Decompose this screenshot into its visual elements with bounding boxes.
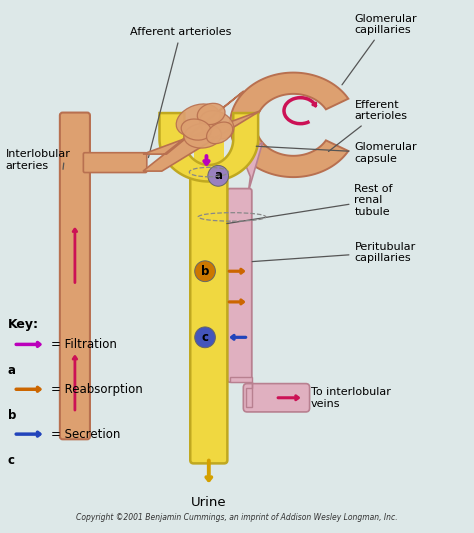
FancyBboxPatch shape xyxy=(83,153,147,173)
Text: c: c xyxy=(8,454,15,467)
Text: c: c xyxy=(201,331,209,344)
Text: = Reabsorption: = Reabsorption xyxy=(51,383,143,396)
Ellipse shape xyxy=(184,123,221,148)
Text: a: a xyxy=(8,364,16,377)
FancyBboxPatch shape xyxy=(60,112,90,439)
Ellipse shape xyxy=(181,119,211,140)
Polygon shape xyxy=(241,143,263,191)
Text: Glomerular
capillaries: Glomerular capillaries xyxy=(342,13,417,85)
FancyBboxPatch shape xyxy=(228,189,252,382)
Text: Key:: Key: xyxy=(8,318,39,332)
Text: Peritubular
capillaries: Peritubular capillaries xyxy=(252,241,416,263)
Circle shape xyxy=(195,261,215,281)
Text: b: b xyxy=(8,409,16,422)
Ellipse shape xyxy=(200,111,234,139)
Text: Interlobular
arteries: Interlobular arteries xyxy=(6,149,71,171)
Text: b: b xyxy=(201,265,209,278)
Circle shape xyxy=(195,327,215,348)
Text: = Secretion: = Secretion xyxy=(51,427,120,441)
Text: Afferent arterioles: Afferent arterioles xyxy=(130,28,231,158)
FancyBboxPatch shape xyxy=(190,169,228,463)
Ellipse shape xyxy=(197,103,225,125)
Text: Copyright ©2001 Benjamin Cummings, an imprint of Addison Wesley Longman, Inc.: Copyright ©2001 Benjamin Cummings, an im… xyxy=(76,513,398,522)
Ellipse shape xyxy=(207,122,233,144)
Text: Glomerular
capsule: Glomerular capsule xyxy=(256,142,417,164)
Polygon shape xyxy=(159,113,258,182)
Text: Efferent
arterioles: Efferent arterioles xyxy=(328,100,408,151)
Polygon shape xyxy=(143,91,260,171)
Circle shape xyxy=(208,165,228,186)
Text: a: a xyxy=(214,169,222,182)
Ellipse shape xyxy=(176,104,220,136)
Text: = Filtration: = Filtration xyxy=(51,338,117,351)
Polygon shape xyxy=(193,141,224,177)
Text: Rest of
renal
tubule: Rest of renal tubule xyxy=(227,184,393,223)
Polygon shape xyxy=(230,377,252,407)
Text: To interlobular
veins: To interlobular veins xyxy=(310,387,391,409)
Polygon shape xyxy=(230,72,348,177)
Text: Urine: Urine xyxy=(191,496,227,508)
FancyBboxPatch shape xyxy=(243,384,310,412)
